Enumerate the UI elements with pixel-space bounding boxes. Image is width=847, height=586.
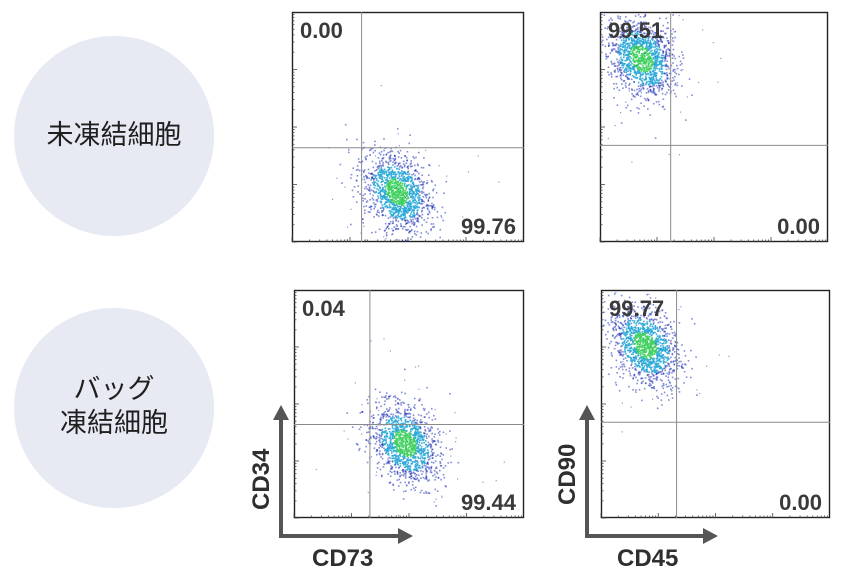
tick-marks — [293, 292, 522, 519]
cell-population — [328, 85, 500, 242]
plot-row2-cd45-cd90: 99.77 0.00 — [600, 289, 831, 519]
axis-label-cd73: CD73 — [312, 545, 374, 572]
plot-frame — [293, 289, 525, 519]
quadrant-upper-left-value: 99.51 — [608, 18, 663, 43]
tick-marks — [600, 292, 828, 519]
row2-label-line2: 凍結細胞 — [60, 408, 168, 439]
cell-population — [602, 291, 730, 433]
row1-label-line: 未凍結細胞 — [46, 120, 182, 151]
row2-label-line1: バッグ — [73, 374, 155, 405]
row1-label: 未凍結細胞 — [14, 119, 214, 153]
quadrant-lower-right-value: 0.00 — [779, 490, 822, 515]
tick-marks — [599, 14, 826, 243]
plot-row1-cd45-cd90: 99.51 0.00 — [599, 11, 829, 243]
plot-svg-3: 0.04 99.44 — [293, 289, 525, 519]
plot-frame — [600, 289, 831, 519]
quadrant-upper-left-value: 99.77 — [609, 296, 664, 321]
x-arrowhead-left — [398, 528, 413, 544]
axis-label-cd45: CD45 — [617, 545, 679, 572]
axis-label-cd34: CD34 — [248, 448, 275, 510]
plot-row2-cd73-cd34: 0.04 99.44 — [293, 289, 525, 519]
axis-label-cd90: CD90 — [554, 443, 581, 505]
plot-svg-4: 99.77 0.00 — [600, 289, 831, 519]
row2-circle — [14, 308, 214, 508]
plot-svg-1: 0.00 99.76 — [291, 11, 525, 243]
cell-population — [601, 13, 722, 163]
quadrant-lower-right-value: 99.44 — [461, 490, 517, 515]
cell-population — [315, 338, 505, 516]
quadrant-upper-left-value: 0.00 — [300, 18, 343, 43]
quadrant-lower-right-value: 0.00 — [777, 214, 820, 239]
row2-label: バッグ 凍結細胞 — [14, 373, 214, 441]
row1-circle — [14, 36, 214, 236]
quadrant-upper-left-value: 0.04 — [302, 296, 346, 321]
plot-row1-cd73-cd34: 0.00 99.76 — [291, 11, 525, 243]
plot-svg-2: 99.51 0.00 — [599, 11, 829, 243]
tick-marks — [291, 14, 522, 243]
x-arrowhead-right — [703, 528, 718, 544]
quadrant-lower-right-value: 99.76 — [461, 214, 516, 239]
y-arrowhead-right — [579, 405, 595, 420]
y-arrowhead-left — [273, 405, 289, 420]
